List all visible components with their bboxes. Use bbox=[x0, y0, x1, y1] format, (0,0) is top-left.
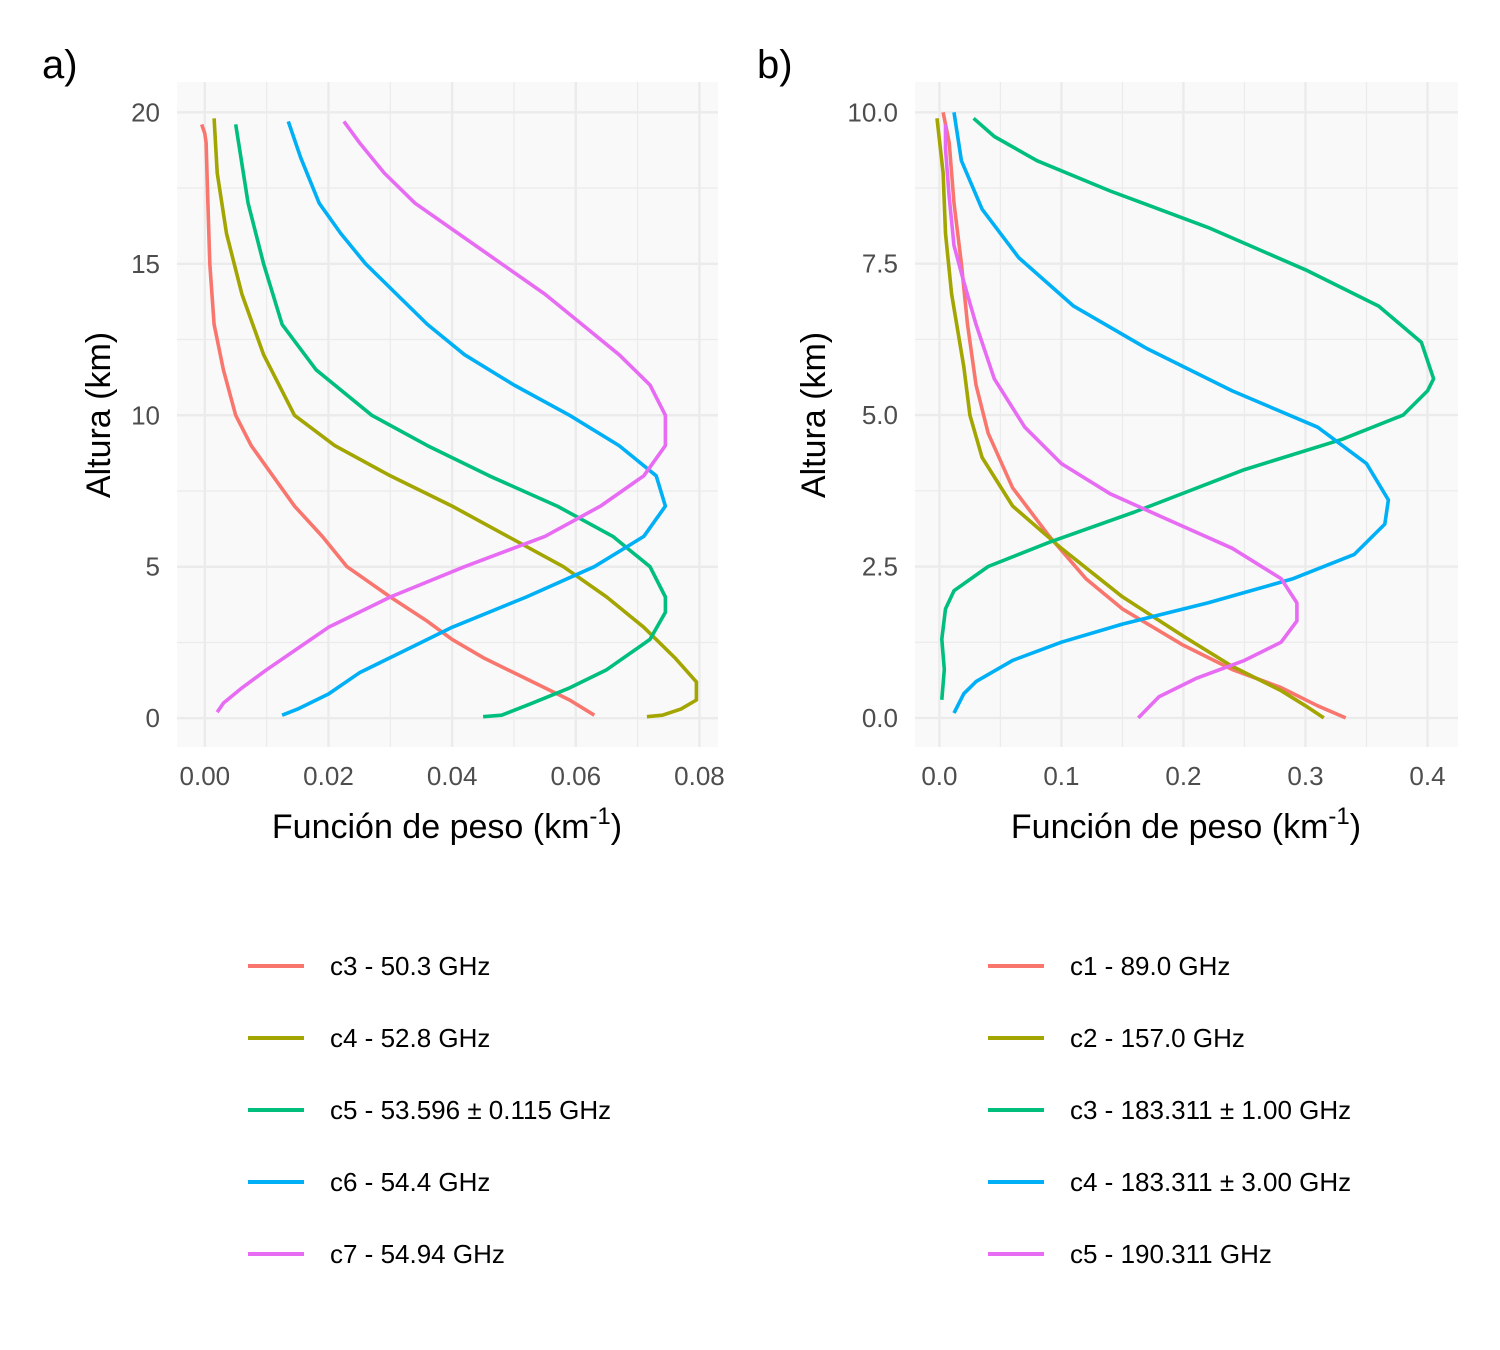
panel-a-y-tick-label: 5 bbox=[146, 552, 160, 582]
legend-a-label: c3 - 50.3 GHz bbox=[330, 951, 490, 981]
panel-b-x-tick-label: 0.1 bbox=[1043, 761, 1079, 791]
legend-a-label: c7 - 54.94 GHz bbox=[330, 1239, 505, 1269]
panel-a: a) 0.00 0.02 0.04 0.06 0.08 0 5 10 15 20 Función… bbox=[42, 43, 725, 846]
legend-a-item: c3 - 50.3 GHz bbox=[248, 951, 490, 981]
panel-b-y-tick-label: 10.0 bbox=[847, 97, 898, 127]
panel-a-y-tick-label: 15 bbox=[131, 249, 160, 279]
panel-a-y-tick-label: 10 bbox=[131, 400, 160, 430]
panel-a-x-tick-label: 0.02 bbox=[303, 761, 354, 791]
panel-a-x-tick-label: 0.00 bbox=[180, 761, 231, 791]
panel-b-x-axis-title: Función de peso (km-1) bbox=[1011, 803, 1361, 846]
legend-b-label: c2 - 157.0 GHz bbox=[1070, 1023, 1245, 1053]
panel-a-x-ticks: 0.00 0.02 0.04 0.06 0.08 bbox=[180, 761, 725, 791]
legend-a-item: c7 - 54.94 GHz bbox=[248, 1239, 505, 1269]
panel-b-x-tick-label: 0.4 bbox=[1409, 761, 1445, 791]
legend-a-item: c6 - 54.4 GHz bbox=[248, 1167, 490, 1197]
panel-b-x-axis-unit-exponent: -1 bbox=[1328, 803, 1349, 830]
panel-b-y-tick-label: 7.5 bbox=[862, 249, 898, 279]
legend-b-label: c5 - 190.311 GHz bbox=[1070, 1239, 1272, 1269]
panel-a-series-line-1 bbox=[199, 123, 596, 717]
panel-a-series-line-4 bbox=[281, 120, 668, 717]
legend-b-label: c3 - 183.311 ± 1.00 GHz bbox=[1070, 1095, 1351, 1125]
panel-b: b) 0.0 0.1 0.2 0.3 0.4 0.0 2.5 5.0 7.5 10.0 Func… bbox=[757, 43, 1458, 846]
panel-b-y-ticks: 0.0 2.5 5.0 7.5 10.0 bbox=[847, 97, 898, 733]
panel-b-x-tick-label: 0.0 bbox=[921, 761, 957, 791]
panel-a-y-tick-label: 20 bbox=[131, 97, 160, 127]
legend-a: c3 - 50.3 GHz c4 - 52.8 GHz c5 - 53.596 ± … bbox=[248, 951, 611, 1269]
panel-b-grid bbox=[915, 82, 1458, 747]
panel-b-x-tick-label: 0.2 bbox=[1165, 761, 1201, 791]
panel-a-y-ticks: 0 5 10 15 20 bbox=[131, 97, 160, 733]
legend-b-item: c1 - 89.0 GHz bbox=[988, 951, 1230, 981]
legend-a-item: c5 - 53.596 ± 0.115 GHz bbox=[248, 1095, 611, 1125]
legend-b-item: c5 - 190.311 GHz bbox=[988, 1239, 1272, 1269]
legend-b-item: c2 - 157.0 GHz bbox=[988, 1023, 1245, 1053]
legend-a-label: c4 - 52.8 GHz bbox=[330, 1023, 490, 1053]
panel-a-tag: a) bbox=[42, 43, 78, 87]
panel-a-grid bbox=[177, 82, 718, 747]
legend-b-item: c4 - 183.311 ± 3.00 GHz bbox=[988, 1167, 1351, 1197]
panel-b-x-tick-label: 0.3 bbox=[1287, 761, 1323, 791]
panel-a-lines bbox=[199, 118, 699, 719]
panel-a-series-line-2 bbox=[212, 118, 699, 719]
panel-b-series-line-3 bbox=[940, 116, 1436, 700]
legend-a-item: c4 - 52.8 GHz bbox=[248, 1023, 490, 1053]
panel-b-y-tick-label: 2.5 bbox=[862, 552, 898, 582]
panel-b-series-line-5 bbox=[943, 124, 1299, 720]
legend-b-item: c3 - 183.311 ± 1.00 GHz bbox=[988, 1095, 1351, 1125]
panel-b-x-ticks: 0.0 0.1 0.2 0.3 0.4 bbox=[921, 761, 1445, 791]
panel-a-y-axis-title: Altura (km) bbox=[80, 332, 118, 498]
panel-b-tag: b) bbox=[757, 43, 793, 87]
panel-a-x-tick-label: 0.08 bbox=[674, 761, 725, 791]
panel-b-series-line-2 bbox=[935, 118, 1325, 720]
panel-b-series-line-4 bbox=[952, 112, 1391, 714]
panel-a-series-line-5 bbox=[215, 120, 668, 714]
legend-b: c1 - 89.0 GHz c2 - 157.0 GHz c3 - 183.311 … bbox=[988, 951, 1351, 1269]
panel-a-series-line-3 bbox=[233, 124, 668, 719]
panel-b-y-tick-label: 5.0 bbox=[862, 400, 898, 430]
panel-a-y-tick-label: 0 bbox=[146, 703, 160, 733]
panel-b-y-axis-title: Altura (km) bbox=[795, 332, 833, 498]
panel-b-lines bbox=[935, 111, 1436, 720]
legend-a-label: c6 - 54.4 GHz bbox=[330, 1167, 490, 1197]
legend-b-label: c4 - 183.311 ± 3.00 GHz bbox=[1070, 1167, 1351, 1197]
panel-a-x-axis-title: Función de peso (km-1) bbox=[272, 803, 622, 846]
panel-a-x-axis-unit-exponent: -1 bbox=[589, 803, 610, 830]
panel-b-y-tick-label: 0.0 bbox=[862, 703, 898, 733]
panel-a-x-tick-label: 0.04 bbox=[427, 761, 478, 791]
legend-a-label: c5 - 53.596 ± 0.115 GHz bbox=[330, 1095, 611, 1125]
legend-b-label: c1 - 89.0 GHz bbox=[1070, 951, 1230, 981]
panel-a-x-tick-label: 0.06 bbox=[550, 761, 601, 791]
